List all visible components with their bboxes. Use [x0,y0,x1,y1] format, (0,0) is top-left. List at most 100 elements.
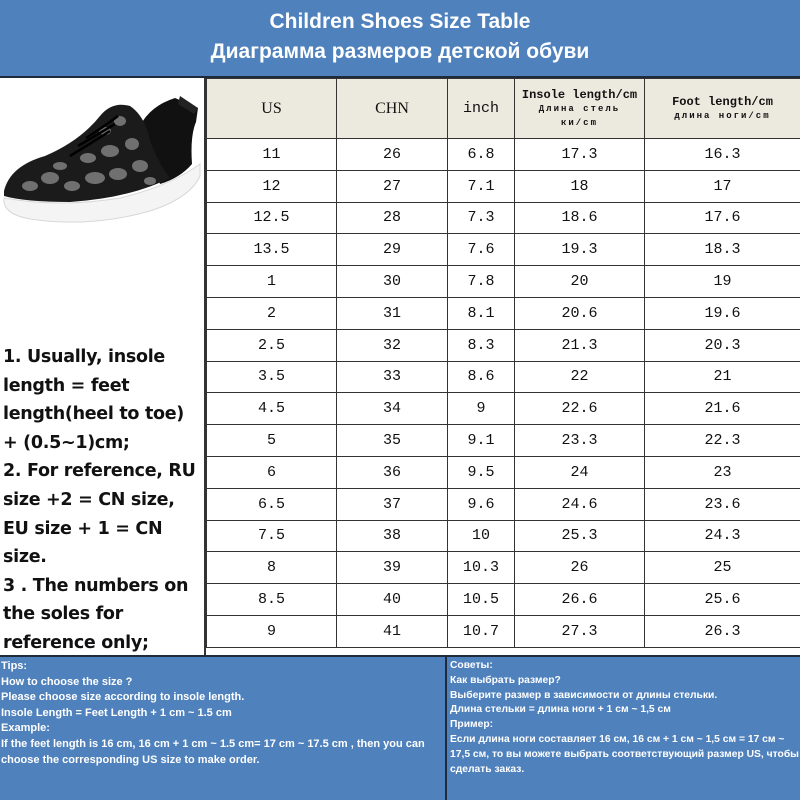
tips-line: How to choose the size ? [1,675,133,688]
cell-chn: 28 [336,201,448,235]
shoe-product-image [3,96,201,223]
cell-foot: 17.6 [644,201,800,235]
cell-chn: 39 [336,551,448,585]
table-row: 11 26 6.8 17.3 16.3 [206,138,800,171]
tips-heading: Tips: [1,660,28,672]
size-table: US CHN inch Insole length/cm Длина стель… [206,78,800,648]
cell-chn: 34 [336,392,448,426]
table-row: 13.5 29 7.6 19.3 18.3 [206,233,800,267]
cell-foot: 22.3 [644,424,800,457]
cell-chn: 37 [336,487,448,521]
cell-chn: 33 [336,360,448,394]
cell-us: 13.5 [206,233,337,267]
cell-foot: 17 [644,169,800,203]
tips-russian: Советы: Как выбрать размер? Выберите раз… [447,655,800,800]
cell-insole: 24 [514,455,645,489]
cell-us: 2 [206,296,337,330]
cell-insole: 18 [514,169,645,203]
cell-us: 2.5 [206,328,337,362]
table-row: 2 31 8.1 20.6 19.6 [206,296,800,330]
tips-line: Длина стельки = длина ноги + 1 см ~ 1,5 … [450,704,671,716]
cell-insole: 21.3 [514,328,645,362]
note-line: the soles for [3,604,123,625]
cell-inch: 8.3 [447,328,515,362]
cell-inch: 7.6 [447,233,515,267]
tips-line: Please choose size according to insole l… [1,691,245,704]
cell-chn: 32 [336,328,448,362]
tips-line: Если длина ноги составляет 16 см, 16 см … [450,733,799,775]
cell-insole: 25.3 [514,519,645,553]
cell-foot: 19 [644,265,800,298]
cell-insole: 26.6 [514,583,645,616]
table-row: 8 39 10.3 26 25 [206,551,800,585]
cell-inch: 9.6 [447,487,515,521]
cell-us: 8.5 [206,583,337,616]
table-row: 6 36 9.5 24 23 [206,455,800,489]
table-header-row: US CHN inch Insole length/cm Длина стель… [206,78,800,139]
cell-foot: 20.3 [644,328,800,362]
cell-us: 6 [206,455,337,489]
cell-inch: 6.8 [447,138,515,171]
cell-inch: 10.5 [447,583,515,616]
cell-insole: 26 [514,551,645,585]
note-line: EU size + 1 = CN [3,518,163,539]
title-banner: Children Shoes Size Table Диаграмма разм… [0,0,800,78]
cell-chn: 40 [336,583,448,616]
cell-us: 4.5 [206,392,337,426]
tips-line: Пример: [450,719,494,731]
cell-foot: 25 [644,551,800,585]
table-row: 9 41 10.7 27.3 26.3 [206,614,800,648]
note-line: + (0.5~1)cm; [3,432,130,453]
cell-us: 9 [206,614,337,648]
cell-insole: 19.3 [514,233,645,267]
table-row: 5 35 9.1 23.3 22.3 [206,424,800,457]
cell-insole: 18.6 [514,201,645,235]
header-inch: inch [447,78,515,139]
tips-english: Tips: How to choose the size ? Please ch… [0,655,447,800]
header-insole-en: Insole length/cm [521,87,638,102]
cell-foot: 25.6 [644,583,800,616]
header-chn: CHN [336,78,448,139]
cell-chn: 35 [336,424,448,457]
cell-insole: 22.6 [514,392,645,426]
cell-chn: 31 [336,296,448,330]
cell-insole: 24.6 [514,487,645,521]
title-english: Children Shoes Size Table [269,10,531,33]
cell-foot: 23 [644,455,800,489]
sizing-notes: 1. Usually, insole length = feet length(… [3,343,205,658]
tips-line: Example: [1,722,50,735]
cell-insole: 20.6 [514,296,645,330]
tips-line: Выберите размер в зависимости от длины с… [450,689,718,701]
cell-us: 12 [206,169,337,203]
header-insole-ru-1: Длина стель [538,103,621,114]
cell-insole: 20 [514,265,645,298]
cell-inch: 7.1 [447,169,515,203]
table-row: 7.5 38 10 25.3 24.3 [206,519,800,553]
table-row: 2.5 32 8.3 21.3 20.3 [206,328,800,362]
cell-inch: 8.6 [447,360,515,394]
cell-us: 11 [206,138,337,171]
cell-inch: 10 [447,519,515,553]
cell-us: 3.5 [206,360,337,394]
cell-inch: 9 [447,392,515,426]
cell-insole: 23.3 [514,424,645,457]
cell-us: 8 [206,551,337,585]
cell-inch: 10.3 [447,551,515,585]
cell-foot: 16.3 [644,138,800,171]
left-panel: 1. Usually, insole length = feet length(… [0,78,206,655]
cell-chn: 27 [336,169,448,203]
cell-foot: 26.3 [644,614,800,648]
cell-us: 6.5 [206,487,337,521]
cell-foot: 21.6 [644,392,800,426]
note-line: 1. Usually, insole [3,347,165,367]
note-line: length = feet [3,375,130,396]
cell-insole: 27.3 [514,614,645,648]
note-line: 2. For reference, RU [3,461,196,482]
note-line: size. [3,547,47,568]
cell-insole: 22 [514,360,645,394]
header-insole-length: Insole length/cm Длина стель ки/cm [514,78,645,139]
table-row: 4.5 34 9 22.6 21.6 [206,392,800,426]
table-row: 3.5 33 8.6 22 21 [206,360,800,394]
cell-inch: 7.8 [447,265,515,298]
cell-inch: 10.7 [447,614,515,648]
